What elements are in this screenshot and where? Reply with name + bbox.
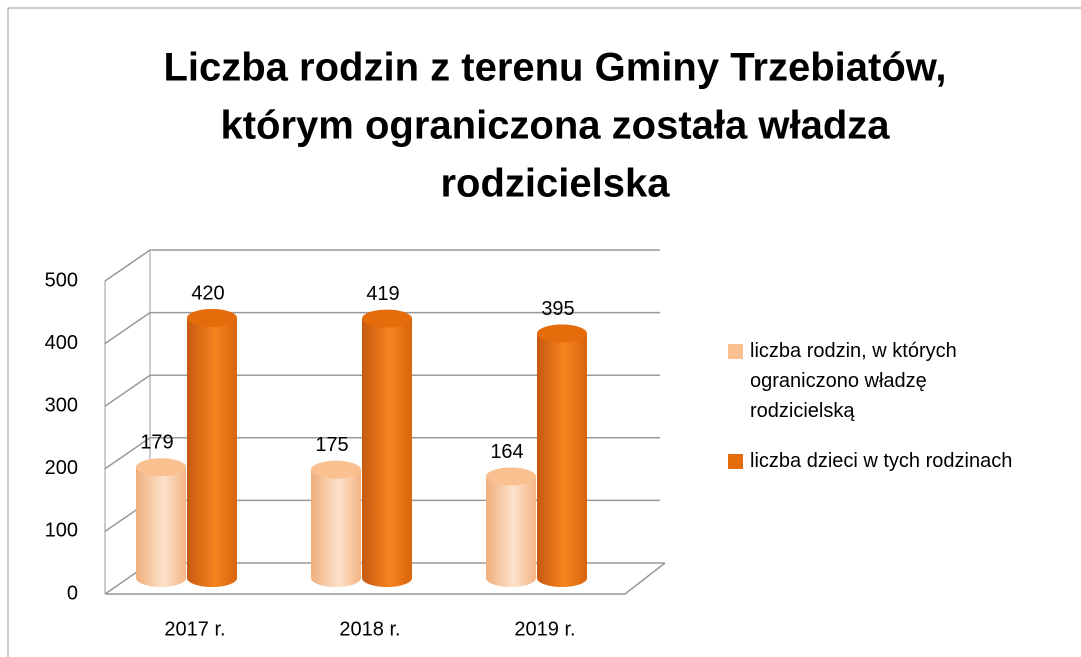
bar (486, 467, 536, 587)
bar-top (187, 309, 237, 327)
grid-line (104, 249, 660, 282)
legend-swatch (728, 344, 743, 359)
bar-body (136, 467, 186, 578)
data-label: 419 (366, 283, 399, 305)
bar-body (311, 469, 361, 578)
chart-title: rodzicielska (440, 162, 670, 206)
chart-border (7, 7, 1081, 657)
y-tick-label: 500 (45, 269, 78, 291)
legend-label: liczba rodzin, w których ograniczono wła… (750, 340, 957, 422)
y-tick-label: 100 (45, 520, 78, 542)
bar-body (486, 476, 536, 578)
bar-top (486, 467, 536, 486)
bar-top (136, 458, 186, 477)
bar-top (311, 460, 361, 479)
bar-top (537, 324, 587, 343)
data-label: 420 (191, 282, 224, 304)
grid-line (104, 311, 660, 345)
x-tick-label: 2018 r. (339, 618, 400, 640)
bar (136, 458, 186, 587)
legend-item: liczba rodzin, w których ograniczono wła… (728, 336, 1000, 426)
chart-title: którym ograniczona została władza (220, 104, 890, 148)
y-tick-label: 0 (67, 582, 78, 604)
bar-body (187, 318, 237, 578)
data-label: 164 (490, 441, 523, 463)
legend-swatch (728, 454, 743, 469)
y-tick-label: 200 (45, 457, 78, 479)
data-label: 179 (140, 431, 173, 453)
x-tick-label: 2019 r. (514, 618, 575, 640)
data-label: 175 (315, 434, 348, 456)
data-label: 395 (541, 298, 574, 320)
bar (187, 309, 237, 587)
legend-item: liczba dzieci w tych rodzinach (728, 446, 1012, 476)
y-tick-label: 300 (45, 394, 78, 416)
legend-label: liczba dzieci w tych rodzinach (750, 450, 1013, 472)
bar-body (362, 318, 412, 578)
x-tick-label: 2017 r. (164, 618, 225, 640)
bar (537, 324, 587, 587)
y-tick-label: 400 (45, 332, 78, 354)
bar-body (537, 333, 587, 578)
grid-line (104, 374, 660, 407)
chart-title: Liczba rodzin z terenu Gminy Trzebiatów, (163, 46, 946, 90)
bar (311, 460, 361, 587)
grid-line (104, 437, 660, 470)
bar-top (362, 309, 412, 328)
bar (362, 309, 412, 587)
